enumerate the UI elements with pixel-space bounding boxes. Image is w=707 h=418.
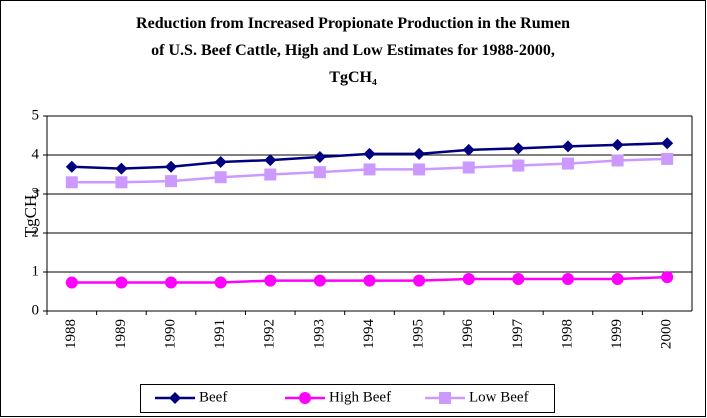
y-tick-label: 0 bbox=[32, 302, 40, 318]
marker bbox=[661, 152, 674, 165]
marker bbox=[313, 150, 326, 163]
marker bbox=[214, 156, 227, 169]
x-tick-label: 2000 bbox=[659, 319, 675, 349]
marker bbox=[413, 147, 426, 160]
marker bbox=[313, 274, 326, 287]
marker bbox=[214, 276, 227, 289]
x-tick-label: 1993 bbox=[311, 319, 327, 349]
x-tick-label: 1990 bbox=[162, 319, 178, 349]
marker bbox=[264, 154, 277, 167]
legend-label: Beef bbox=[199, 389, 227, 405]
x-tick-label: 1989 bbox=[113, 319, 129, 349]
marker bbox=[65, 276, 78, 289]
marker bbox=[65, 160, 78, 173]
marker bbox=[115, 276, 128, 289]
x-tick-label: 1991 bbox=[212, 319, 228, 349]
marker bbox=[561, 140, 574, 153]
x-tick-label: 1994 bbox=[361, 319, 377, 350]
marker bbox=[363, 147, 376, 160]
marker bbox=[611, 154, 624, 167]
marker bbox=[115, 176, 128, 189]
x-tick-label: 1995 bbox=[411, 319, 427, 349]
marker bbox=[439, 392, 451, 404]
legend-box bbox=[140, 384, 555, 413]
x-tick-label: 1988 bbox=[63, 319, 79, 349]
marker bbox=[264, 274, 277, 287]
marker bbox=[561, 157, 574, 170]
marker bbox=[561, 273, 574, 286]
y-axis-label: TgCH₄ bbox=[21, 189, 40, 238]
marker bbox=[165, 175, 178, 188]
marker bbox=[512, 273, 525, 286]
marker bbox=[661, 137, 674, 150]
y-tick-label: 1 bbox=[32, 263, 40, 279]
marker bbox=[363, 274, 376, 287]
marker bbox=[413, 163, 426, 176]
legend-label: Low Beef bbox=[469, 389, 529, 405]
marker bbox=[115, 162, 128, 175]
marker bbox=[65, 176, 78, 189]
chart-title: Reduction from Increased Propionate Prod… bbox=[136, 15, 570, 86]
x-tick-label: 1996 bbox=[460, 319, 476, 350]
marker bbox=[462, 143, 475, 156]
x-tick-label: 1997 bbox=[510, 319, 526, 350]
marker bbox=[313, 166, 326, 179]
x-tick-label: 1998 bbox=[559, 319, 575, 349]
marker bbox=[462, 161, 475, 174]
y-tick-label: 3 bbox=[32, 185, 40, 201]
marker bbox=[165, 160, 178, 173]
x-tick-label: 1992 bbox=[262, 319, 278, 349]
marker bbox=[214, 171, 227, 184]
legend-label: High Beef bbox=[329, 389, 391, 405]
marker bbox=[363, 163, 376, 176]
marker bbox=[512, 142, 525, 155]
marker bbox=[165, 276, 178, 289]
marker bbox=[413, 274, 426, 287]
marker bbox=[169, 392, 181, 404]
x-tick-label: 1999 bbox=[609, 319, 625, 349]
marker bbox=[512, 159, 525, 172]
marker bbox=[462, 273, 475, 286]
marker bbox=[611, 138, 624, 151]
y-tick-label: 5 bbox=[32, 107, 40, 123]
marker bbox=[264, 168, 277, 181]
y-tick-label: 4 bbox=[32, 146, 40, 162]
marker bbox=[299, 392, 311, 404]
y-tick-label: 2 bbox=[32, 224, 40, 240]
marker bbox=[611, 273, 624, 286]
marker bbox=[661, 271, 674, 284]
